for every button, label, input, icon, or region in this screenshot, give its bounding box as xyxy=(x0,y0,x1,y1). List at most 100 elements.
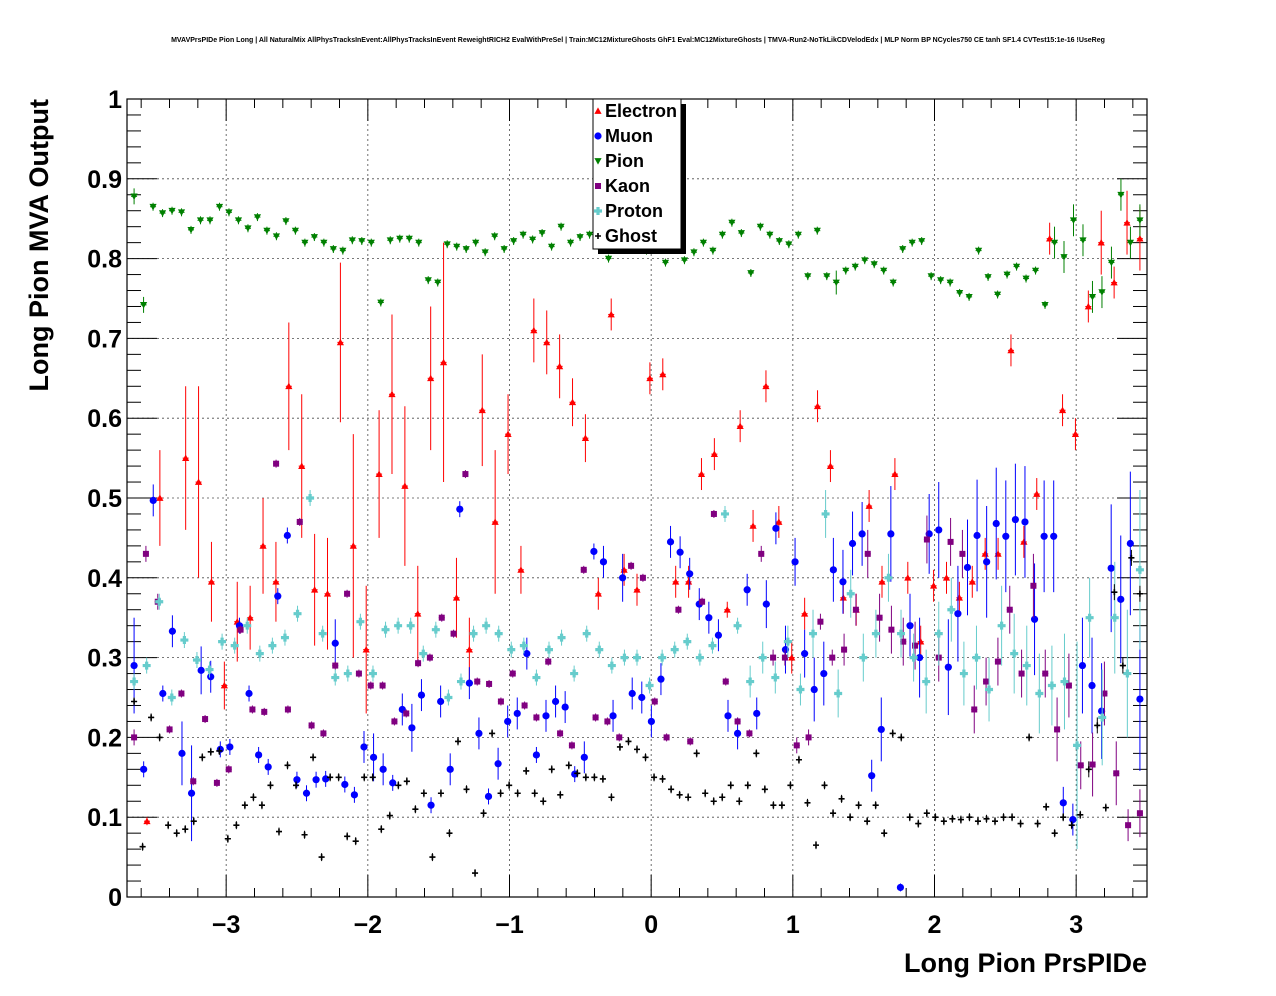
data-point xyxy=(514,790,521,797)
data-point xyxy=(880,267,888,275)
data-point xyxy=(556,362,564,370)
data-point xyxy=(719,794,726,801)
data-point xyxy=(609,712,617,720)
y-tick-label: 0.2 xyxy=(87,724,122,752)
data-point xyxy=(1126,539,1134,548)
data-point xyxy=(481,249,489,256)
data-point xyxy=(557,633,566,642)
data-point xyxy=(450,630,457,637)
data-point xyxy=(1033,490,1041,497)
data-point xyxy=(378,826,385,833)
data-point xyxy=(985,685,994,694)
data-point xyxy=(494,629,503,638)
data-point xyxy=(1119,662,1126,669)
data-point xyxy=(724,712,732,720)
data-point xyxy=(332,662,339,669)
data-point xyxy=(658,653,667,662)
data-point xyxy=(983,815,990,822)
data-point xyxy=(881,830,888,837)
data-point xyxy=(339,247,347,255)
data-point xyxy=(628,562,635,569)
data-point xyxy=(472,870,479,877)
data-point xyxy=(1009,814,1016,821)
data-point xyxy=(733,729,742,738)
data-point xyxy=(274,592,282,600)
legend: Electron Muon Pion Kaon Proton Ghost xyxy=(592,98,686,254)
data-point xyxy=(912,642,919,649)
data-point xyxy=(1043,803,1050,810)
data-point xyxy=(452,594,461,601)
data-point xyxy=(645,681,654,690)
data-point xyxy=(261,708,268,715)
data-point xyxy=(580,566,587,573)
data-point xyxy=(770,654,777,661)
data-point xyxy=(194,478,203,485)
data-point xyxy=(1030,615,1039,623)
data-point xyxy=(1125,822,1132,829)
data-point xyxy=(474,678,481,685)
data-point xyxy=(529,236,537,244)
data-point xyxy=(775,238,783,245)
data-point xyxy=(570,669,579,678)
data-point xyxy=(576,234,584,241)
data-point xyxy=(785,241,793,248)
data-point xyxy=(736,798,743,805)
data-point xyxy=(744,782,751,789)
data-point xyxy=(465,646,473,653)
data-point xyxy=(168,207,176,215)
data-point xyxy=(922,677,931,686)
data-point xyxy=(1084,302,1092,310)
legend-label: Electron xyxy=(605,101,677,121)
data-point xyxy=(1059,799,1067,807)
data-point xyxy=(1077,811,1084,818)
data-point xyxy=(1123,669,1132,678)
data-point xyxy=(915,654,924,662)
data-point xyxy=(267,782,274,789)
data-point xyxy=(762,600,770,608)
data-point xyxy=(708,641,717,650)
data-point xyxy=(543,338,551,346)
data-point xyxy=(956,290,964,297)
data-point xyxy=(156,494,164,501)
y-tick-label: 0.3 xyxy=(87,645,122,673)
data-point xyxy=(142,661,151,670)
data-point xyxy=(565,762,572,769)
data-point xyxy=(746,730,753,737)
data-point xyxy=(590,547,598,556)
data-point xyxy=(870,261,878,268)
data-point xyxy=(551,697,560,706)
data-point xyxy=(898,734,905,741)
data-point xyxy=(809,629,818,638)
data-point xyxy=(877,725,885,734)
data-point xyxy=(787,782,794,789)
data-point xyxy=(206,217,214,224)
data-point xyxy=(781,654,788,661)
data-point xyxy=(500,246,508,253)
data-point xyxy=(966,814,973,821)
x-tick-label: 1 xyxy=(786,911,800,939)
data-point xyxy=(625,738,632,745)
data-point xyxy=(225,209,233,216)
data-point xyxy=(275,828,282,835)
data-point xyxy=(323,590,332,597)
data-point xyxy=(1071,430,1080,438)
data-point xyxy=(379,682,386,689)
data-point xyxy=(350,791,359,799)
data-point xyxy=(1117,191,1125,199)
data-point xyxy=(408,724,416,732)
data-point xyxy=(241,802,248,809)
data-point xyxy=(695,653,704,662)
data-point xyxy=(859,653,868,662)
data-point xyxy=(424,277,432,284)
data-point xyxy=(417,691,426,699)
data-point xyxy=(683,637,692,646)
data-point xyxy=(899,246,907,253)
data-point xyxy=(403,710,410,717)
data-point xyxy=(842,267,850,275)
data-point xyxy=(1018,670,1025,677)
data-point xyxy=(130,193,138,200)
data-point xyxy=(957,816,964,823)
data-point xyxy=(975,247,983,255)
data-point xyxy=(480,810,487,817)
